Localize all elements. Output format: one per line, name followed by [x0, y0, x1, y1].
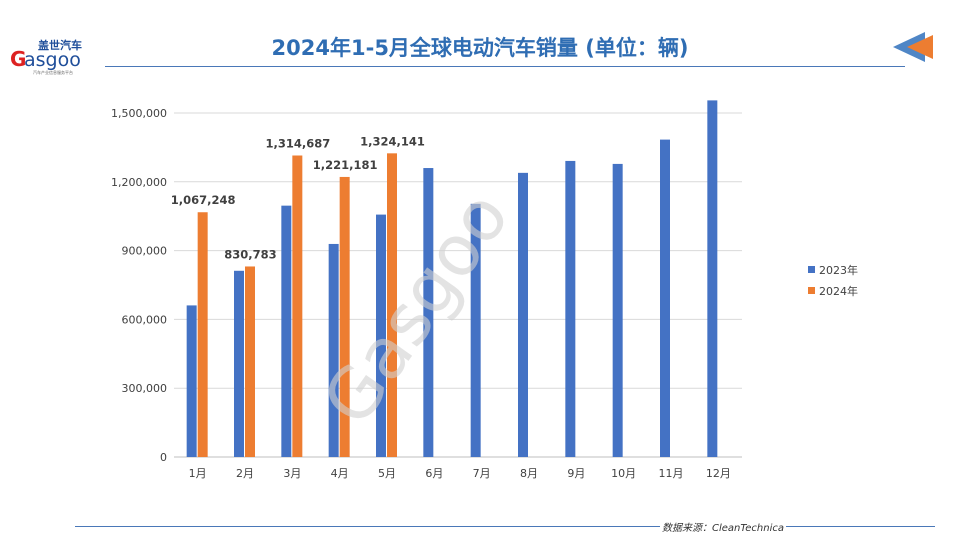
- bar-2023年: [186, 305, 197, 457]
- gasgoo-logo: 盖世汽车 G asgoo 汽车产业信息服务平台: [8, 36, 108, 76]
- x-tick-label: 2月: [236, 467, 254, 480]
- bar-2024年: [245, 266, 255, 457]
- x-tick-label: 1月: [189, 467, 207, 480]
- y-tick-label: 600,000: [122, 313, 168, 326]
- data-label: 1,324,141: [360, 134, 425, 148]
- x-tick-label: 9月: [567, 467, 585, 480]
- x-tick-label: 8月: [520, 467, 538, 480]
- svg-text:G: G: [10, 47, 26, 71]
- bar-2023年: [281, 205, 292, 457]
- legend-label: 2024年: [819, 284, 858, 298]
- x-tick-label: 5月: [378, 467, 396, 480]
- footer-divider: [75, 526, 935, 527]
- bar-2023年: [423, 168, 434, 458]
- x-tick-label: 6月: [425, 467, 443, 480]
- y-tick-label: 1,500,000: [111, 107, 167, 120]
- bar-2023年: [234, 270, 244, 457]
- y-tick-label: 1,200,000: [111, 176, 167, 189]
- arrow-left-icon[interactable]: [893, 30, 935, 68]
- x-tick-label: 3月: [283, 467, 301, 480]
- watermark: Gasgoo: [307, 177, 525, 440]
- bar-2024年: [387, 153, 397, 458]
- x-tick-label: 11月: [659, 467, 684, 480]
- y-tick-label: 900,000: [122, 245, 168, 258]
- x-tick-label: 4月: [331, 467, 349, 480]
- title-divider: [105, 66, 905, 67]
- bar-2023年: [565, 160, 576, 457]
- bar-2023年: [660, 139, 670, 457]
- legend-label: 2023年: [819, 263, 858, 277]
- svg-text:asgoo: asgoo: [24, 49, 81, 71]
- x-tick-label: 7月: [473, 467, 491, 480]
- data-label: 830,783: [224, 247, 276, 261]
- bar-2024年: [339, 176, 350, 457]
- x-tick-label: 12月: [706, 467, 731, 480]
- bar-2023年: [612, 163, 623, 458]
- x-tick-label: 10月: [611, 467, 636, 480]
- svg-text:盖世汽车: 盖世汽车: [38, 38, 82, 52]
- bar-2023年: [328, 243, 339, 457]
- source-note: 数据来源：CleanTechnica: [660, 519, 786, 534]
- legend-swatch: [808, 266, 815, 273]
- bar-2023年: [470, 203, 481, 457]
- legend-swatch: [808, 287, 815, 294]
- data-label: 1,067,248: [171, 193, 236, 207]
- y-tick-label: 300,000: [122, 382, 168, 395]
- page-title: 2024年1-5月全球电动汽车销量 (单位：辆): [271, 36, 689, 60]
- bar-2023年: [376, 214, 386, 457]
- bar-2024年: [197, 212, 208, 457]
- y-tick-label: 0: [160, 451, 167, 464]
- data-label: 1,314,687: [265, 136, 330, 150]
- bar-2024年: [292, 155, 303, 457]
- svg-text:汽车产业信息服务平台: 汽车产业信息服务平台: [33, 69, 73, 75]
- data-label: 1,221,181: [313, 158, 378, 172]
- bar-2023年: [707, 100, 718, 458]
- bar-2023年: [518, 172, 528, 457]
